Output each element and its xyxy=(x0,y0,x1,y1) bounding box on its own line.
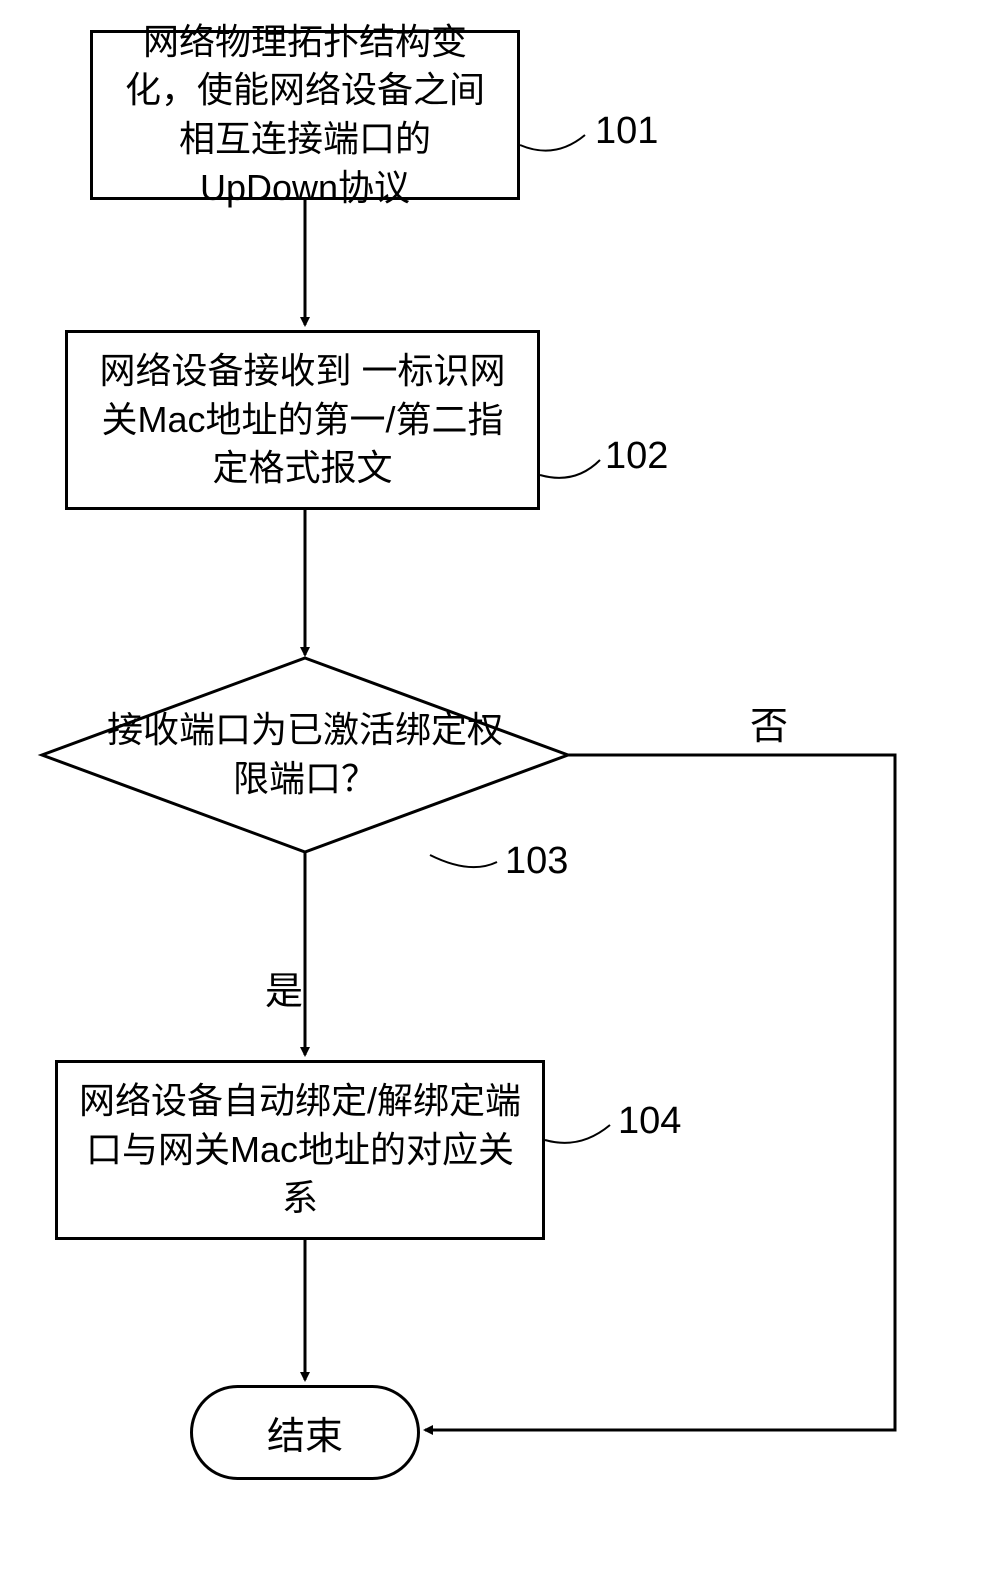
step1-text: 网络物理拓扑结构变化，使能网络设备之间相互连接端口的UpDown协议 xyxy=(113,18,497,212)
ref-leader-102 xyxy=(540,460,600,478)
step2-text: 网络设备接收到 一标识网关Mac地址的第一/第二指定格式报文 xyxy=(88,347,517,493)
ref-104: 104 xyxy=(618,1100,681,1143)
flowchart-container: 网络物理拓扑结构变化，使能网络设备之间相互连接端口的UpDown协议 101 网… xyxy=(0,0,1008,1573)
yes-label: 是 xyxy=(265,960,303,1015)
step1-box: 网络物理拓扑结构变化，使能网络设备之间相互连接端口的UpDown协议 xyxy=(90,30,520,200)
end-text: 结束 xyxy=(267,1405,343,1460)
decision-diamond: 接收端口为已激活绑定权限端口？ xyxy=(45,660,565,850)
ref-102: 102 xyxy=(605,435,668,478)
no-label: 否 xyxy=(750,695,788,750)
step4-text: 网络设备自动绑定/解绑定端口与网关Mac地址的对应关系 xyxy=(78,1077,522,1223)
ref-101: 101 xyxy=(595,110,658,153)
step4-box: 网络设备自动绑定/解绑定端口与网关Mac地址的对应关系 xyxy=(55,1060,545,1240)
step2-box: 网络设备接收到 一标识网关Mac地址的第一/第二指定格式报文 xyxy=(65,330,540,510)
ref-leader-103 xyxy=(430,855,497,867)
ref-103: 103 xyxy=(505,840,568,883)
ref-leader-104 xyxy=(545,1125,610,1143)
ref-leader-101 xyxy=(520,135,585,151)
end-terminator: 结束 xyxy=(190,1385,420,1480)
decision-text: 接收端口为已激活绑定权限端口？ xyxy=(45,660,565,850)
